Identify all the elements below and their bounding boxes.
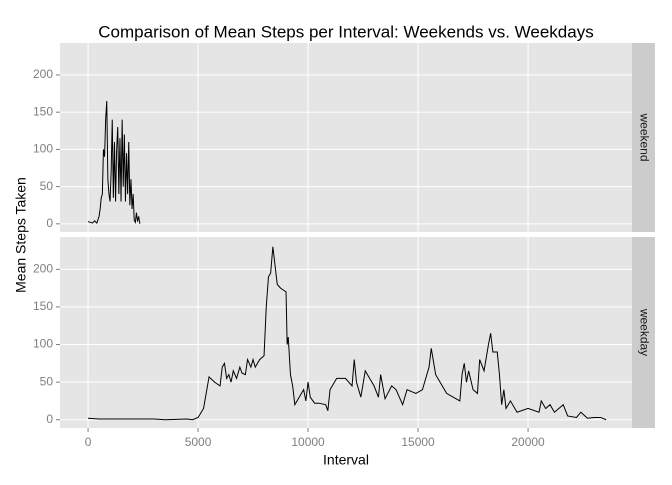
x-tick-label: 15000 (401, 435, 435, 449)
data-line (88, 246, 607, 421)
y-tick-label: 150 (33, 104, 53, 118)
facet-strip (632, 43, 655, 232)
panel-background (60, 43, 632, 232)
y-tick-label: 200 (33, 262, 53, 276)
x-axis-label: Interval (323, 452, 369, 468)
y-tick-label: 150 (33, 299, 53, 313)
chart-title: Comparison of Mean Steps per Interval: W… (98, 22, 593, 41)
y-tick-label: 0 (46, 412, 53, 426)
x-tick-label: 5000 (185, 435, 212, 449)
x-tick-label: 20000 (511, 435, 545, 449)
x-tick-label: 0 (85, 435, 92, 449)
data-line (87, 101, 141, 225)
facet-strip (632, 237, 655, 428)
y-tick-label: 100 (33, 142, 53, 156)
y-axis-label: Mean Steps Taken (13, 177, 29, 293)
y-tick-label: 100 (33, 337, 53, 351)
facet-label: weekend (637, 112, 651, 161)
x-tick-label: 10000 (291, 435, 325, 449)
y-tick-label: 0 (46, 216, 53, 230)
y-tick-label: 200 (33, 67, 53, 81)
y-tick-label: 50 (40, 179, 54, 193)
panel-background (60, 237, 632, 428)
y-tick-label: 50 (40, 374, 54, 388)
facet-label: weekday (637, 308, 651, 356)
